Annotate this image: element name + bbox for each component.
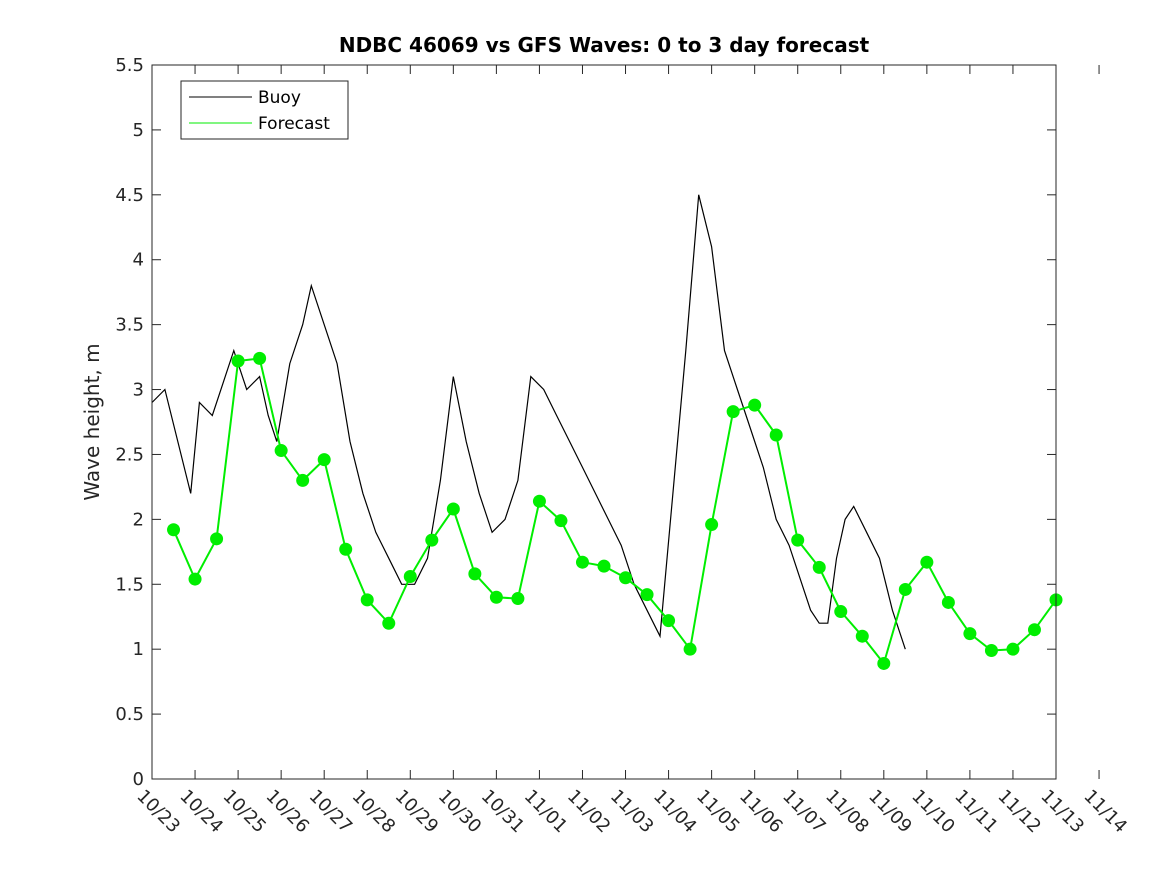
y-axis-label: Wave height, m bbox=[80, 343, 104, 500]
series-layer bbox=[151, 194, 1063, 670]
legend-box bbox=[180, 80, 349, 140]
y-tick-labels: 0 0.5 1 1.5 2 2.5 3 3.5 4 4.5 5 5.5 bbox=[115, 55, 144, 790]
forecast-point bbox=[984, 643, 998, 657]
legend-buoy-label: Buoy bbox=[258, 88, 301, 108]
forecast-point bbox=[489, 590, 503, 604]
forecast-point bbox=[791, 533, 805, 547]
forecast-point bbox=[382, 616, 396, 630]
forecast-point bbox=[662, 614, 676, 628]
forecast-point bbox=[705, 518, 719, 532]
forecast-point bbox=[511, 592, 525, 606]
forecast-point bbox=[834, 605, 848, 619]
y-tick-label: 5.5 bbox=[115, 55, 144, 76]
forecast-point bbox=[296, 473, 310, 487]
y-tick-label: 1 bbox=[133, 639, 144, 660]
forecast-point bbox=[425, 533, 439, 547]
forecast-point bbox=[360, 593, 374, 607]
legend-forecast-label: Forecast bbox=[258, 114, 330, 134]
chart-title: NDBC 46069 vs GFS Waves: 0 to 3 day fore… bbox=[339, 33, 870, 57]
forecast-point bbox=[898, 582, 912, 596]
forecast-point bbox=[748, 398, 762, 412]
y-tick-label: 2.5 bbox=[115, 444, 144, 465]
forecast-point bbox=[403, 569, 417, 583]
forecast-point bbox=[855, 629, 869, 643]
forecast-point bbox=[188, 572, 202, 586]
y-tick-label: 4 bbox=[133, 250, 144, 271]
forecast-point bbox=[812, 560, 826, 574]
plot-area-frame bbox=[151, 64, 1057, 780]
forecast-point bbox=[231, 354, 245, 368]
forecast-point bbox=[597, 559, 611, 573]
y-tick-label: 5 bbox=[133, 120, 144, 141]
forecast-point bbox=[167, 523, 181, 537]
forecast-point bbox=[532, 494, 546, 508]
y-tick-label: 0.5 bbox=[115, 704, 144, 725]
y-tick-label: 3.5 bbox=[115, 315, 144, 336]
forecast-point bbox=[769, 428, 783, 442]
forecast-point bbox=[468, 567, 482, 581]
forecast-point bbox=[253, 351, 267, 365]
forecast-point bbox=[619, 571, 633, 585]
y-tick-label: 0 bbox=[133, 769, 144, 790]
forecast-point bbox=[920, 555, 934, 569]
forecast-point bbox=[963, 627, 977, 641]
forecast-point bbox=[554, 514, 568, 528]
y-tick-label: 1.5 bbox=[115, 574, 144, 595]
forecast-point bbox=[1006, 642, 1020, 656]
y-tick-label: 2 bbox=[133, 509, 144, 530]
forecast-point bbox=[726, 405, 740, 419]
forecast-point bbox=[317, 453, 331, 467]
forecast-point bbox=[941, 595, 955, 609]
legend: Buoy Forecast bbox=[180, 80, 349, 140]
forecast-point bbox=[446, 502, 460, 516]
forecast-point bbox=[274, 444, 288, 458]
forecast-point bbox=[683, 642, 697, 656]
forecast-point bbox=[575, 555, 589, 569]
series-buoy-line bbox=[151, 194, 906, 650]
y-tick-label: 3 bbox=[133, 380, 144, 401]
forecast-point bbox=[640, 588, 654, 602]
forecast-point bbox=[210, 532, 224, 546]
forecast-point bbox=[339, 542, 353, 556]
y-tick-label: 4.5 bbox=[115, 185, 144, 206]
forecast-point bbox=[1027, 623, 1041, 637]
forecast-point bbox=[877, 656, 891, 670]
